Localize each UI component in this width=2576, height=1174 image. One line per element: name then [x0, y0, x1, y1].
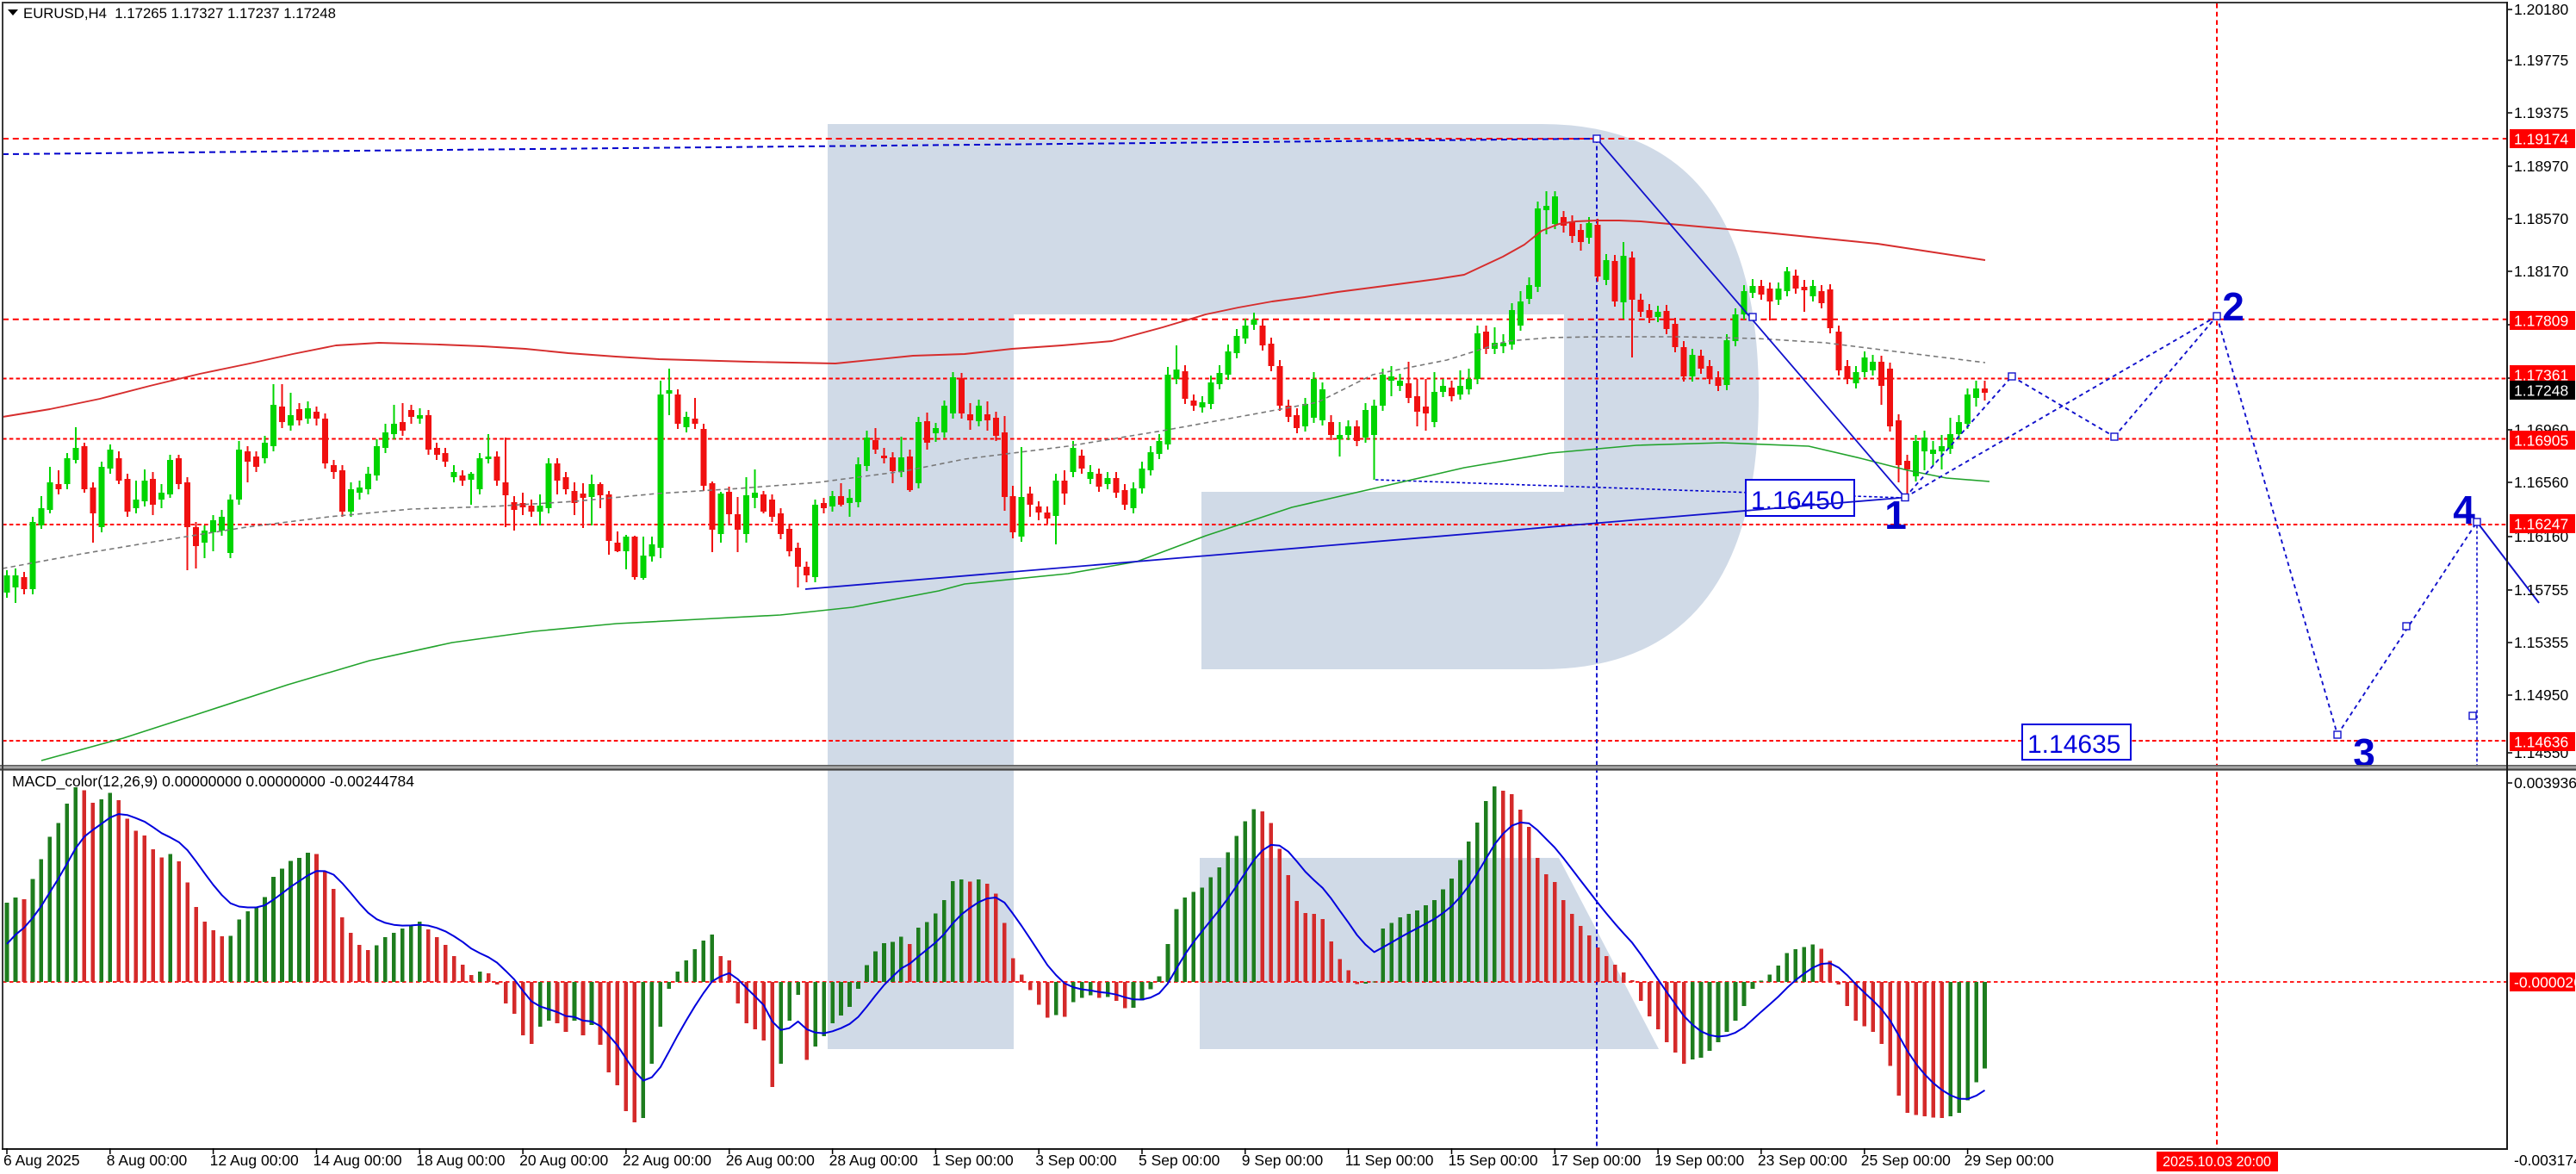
svg-text:1.14636: 1.14636 — [2514, 734, 2568, 751]
svg-text:15 Sep 00:00: 15 Sep 00:00 — [1449, 1152, 1538, 1169]
svg-text:1.16247: 1.16247 — [2514, 516, 2568, 533]
svg-text:-0.000026: -0.000026 — [2514, 974, 2576, 991]
svg-text:1.19775: 1.19775 — [2514, 52, 2568, 69]
svg-text:1.16560: 1.16560 — [2514, 474, 2569, 491]
svg-text:1.19375: 1.19375 — [2514, 104, 2568, 121]
svg-text:4: 4 — [2453, 488, 2475, 532]
svg-text:8 Aug 00:00: 8 Aug 00:00 — [107, 1152, 188, 1169]
svg-text:1.18170: 1.18170 — [2514, 263, 2569, 280]
svg-text:-0.0031741: -0.0031741 — [2514, 1152, 2576, 1169]
svg-text:18 Aug 00:00: 18 Aug 00:00 — [416, 1152, 505, 1169]
svg-text:2025.10.03 20:00: 2025.10.03 20:00 — [2163, 1154, 2271, 1170]
svg-text:2: 2 — [2222, 284, 2244, 329]
svg-text:5 Sep 00:00: 5 Sep 00:00 — [1139, 1152, 1220, 1169]
svg-text:1.19174: 1.19174 — [2514, 131, 2569, 148]
svg-text:26 Aug 00:00: 26 Aug 00:00 — [726, 1152, 815, 1169]
svg-text:17 Sep 00:00: 17 Sep 00:00 — [1551, 1152, 1641, 1169]
svg-text:1.15355: 1.15355 — [2514, 634, 2568, 651]
svg-text:20 Aug 00:00: 20 Aug 00:00 — [519, 1152, 608, 1169]
svg-text:1.17809: 1.17809 — [2514, 313, 2568, 330]
svg-text:EURUSD,H4 1.17265 1.17327 1.1: EURUSD,H4 1.17265 1.17327 1.17237 1.1724… — [23, 5, 336, 22]
svg-text:23 Sep 00:00: 23 Sep 00:00 — [1758, 1152, 1847, 1169]
svg-text:1.18970: 1.18970 — [2514, 158, 2569, 175]
svg-text:MACD_color(12,26,9) 0.00000000: MACD_color(12,26,9) 0.00000000 0.0000000… — [12, 773, 414, 791]
svg-text:1: 1 — [1884, 493, 1907, 537]
svg-text:22 Aug 00:00: 22 Aug 00:00 — [623, 1152, 711, 1169]
svg-text:0.0039361: 0.0039361 — [2514, 774, 2576, 792]
svg-text:1.17248: 1.17248 — [2514, 382, 2568, 400]
svg-text:1 Sep 00:00: 1 Sep 00:00 — [932, 1152, 1014, 1169]
svg-text:1.17361: 1.17361 — [2514, 367, 2568, 384]
svg-text:25 Sep 00:00: 25 Sep 00:00 — [1861, 1152, 1951, 1169]
svg-text:29 Sep 00:00: 29 Sep 00:00 — [1965, 1152, 2054, 1169]
svg-text:12 Aug 00:00: 12 Aug 00:00 — [210, 1152, 299, 1169]
svg-text:1.14950: 1.14950 — [2514, 686, 2569, 704]
svg-text:11 Sep 00:00: 11 Sep 00:00 — [1345, 1152, 1434, 1169]
svg-text:9 Sep 00:00: 9 Sep 00:00 — [1242, 1152, 1324, 1169]
svg-text:28 Aug 00:00: 28 Aug 00:00 — [829, 1152, 918, 1169]
svg-text:14 Aug 00:00: 14 Aug 00:00 — [313, 1152, 402, 1169]
svg-text:1.15755: 1.15755 — [2514, 581, 2568, 599]
svg-text:1.16905: 1.16905 — [2514, 432, 2568, 450]
svg-text:3 Sep 00:00: 3 Sep 00:00 — [1035, 1152, 1117, 1169]
svg-text:1.18570: 1.18570 — [2514, 210, 2569, 227]
svg-text:1.16450: 1.16450 — [1751, 487, 1844, 515]
svg-text:19 Sep 00:00: 19 Sep 00:00 — [1654, 1152, 1744, 1169]
svg-text:1.20180: 1.20180 — [2514, 1, 2569, 18]
svg-text:1.14635: 1.14635 — [2027, 730, 2120, 759]
svg-text:6 Aug 2025: 6 Aug 2025 — [3, 1152, 80, 1169]
